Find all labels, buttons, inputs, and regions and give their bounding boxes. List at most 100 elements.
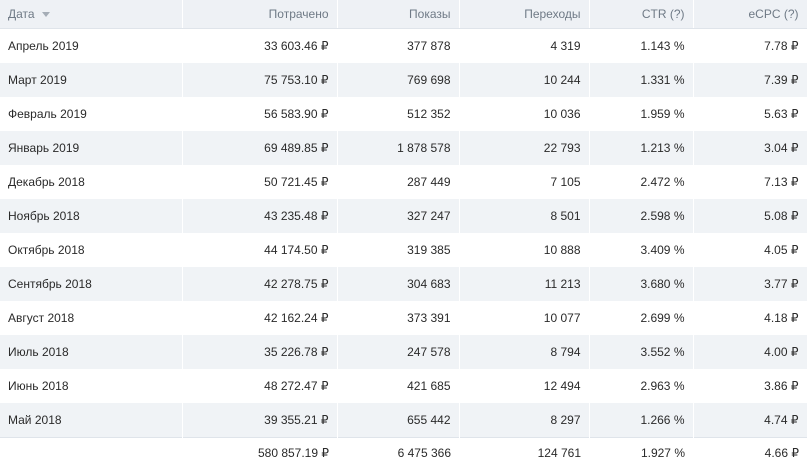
table-row: Октябрь 2018 44 174.50 ₽319 385 10 888 3.40… [0,233,807,267]
cell-shows: 421 685 [337,369,460,403]
cell-spent: 43 235.48 ₽ [182,199,338,233]
column-header-date-label: Дата [8,7,35,21]
cell-ctr: 1.213 % [589,131,694,165]
cell-date: Май 2018 [0,403,183,438]
cell-spent: 44 174.50 ₽ [182,233,338,267]
totals-ctr: 1.927 % [589,437,693,467]
cell-date: Январь 2019 [0,131,183,165]
cell-ctr: 1.331 % [589,63,694,97]
cell-clicks: 11 213 [459,267,590,301]
cell-clicks: 4 319 [459,28,590,63]
cell-ctr: 1.266 % [589,403,694,438]
cell-ecpc: 7.39 ₽ [693,63,807,97]
table-body: Апрель 2019 33 603.46 ₽377 878 4 319 1.143 … [0,28,807,438]
cell-shows: 373 391 [337,301,460,335]
cell-ctr: 2.963 % [589,369,694,403]
cell-spent: 48 272.47 ₽ [182,369,338,403]
cell-shows: 512 352 [337,97,460,131]
cell-spent: 75 753.10 ₽ [182,63,338,97]
cell-ecpc: 4.00 ₽ [693,335,807,369]
cell-ecpc: 3.04 ₽ [693,131,807,165]
cell-date: Декабрь 2018 [0,165,183,199]
table-row: Ноябрь 2018 43 235.48 ₽327 247 8 501 2.598 … [0,199,807,233]
cell-clicks: 10 888 [459,233,590,267]
cell-ecpc: 4.05 ₽ [693,233,807,267]
cell-spent: 42 278.75 ₽ [182,267,338,301]
cell-shows: 327 247 [337,199,460,233]
table-footer: 580 857.19 ₽ 6 475 366 124 761 1.927 % 4… [0,437,807,467]
cell-ctr: 2.699 % [589,301,694,335]
cell-ecpc: 7.13 ₽ [693,165,807,199]
cell-date: Июль 2018 [0,335,183,369]
cell-shows: 319 385 [337,233,460,267]
cell-date: Октябрь 2018 [0,233,183,267]
table-row: Январь 2019 69 489.85 ₽1 878 578 22 793 1.2… [0,131,807,165]
cell-clicks: 8 794 [459,335,590,369]
cell-shows: 304 683 [337,267,460,301]
cell-date: Февраль 2019 [0,97,183,131]
table-row: Март 2019 75 753.10 ₽769 698 10 244 1.331 %… [0,63,807,97]
cell-clicks: 10 036 [459,97,590,131]
cell-ctr: 2.598 % [589,199,694,233]
cell-ecpc: 7.78 ₽ [693,28,807,63]
cell-shows: 655 442 [337,403,460,438]
cell-spent: 42 162.24 ₽ [182,301,338,335]
cell-ecpc: 5.08 ₽ [693,199,807,233]
cell-spent: 39 355.21 ₽ [182,403,338,438]
cell-date: Март 2019 [0,63,183,97]
column-header-ctr[interactable]: CTR (?) [589,0,694,29]
cell-date: Ноябрь 2018 [0,199,183,233]
cell-date: Август 2018 [0,301,183,335]
column-header-date[interactable]: Дата [0,0,183,29]
cell-ecpc: 4.18 ₽ [693,301,807,335]
cell-shows: 247 578 [337,335,460,369]
cell-shows: 1 878 578 [337,131,460,165]
cell-clicks: 10 244 [459,63,590,97]
cell-date: Сентябрь 2018 [0,267,183,301]
cell-ctr: 2.472 % [589,165,694,199]
table-row: Май 2018 39 355.21 ₽655 442 8 297 1.266 % 4.… [0,403,807,438]
totals-ecpc: 4.66 ₽ [693,437,807,467]
cell-date: Апрель 2019 [0,28,183,63]
table-row: Июль 2018 35 226.78 ₽247 578 8 794 3.552 % 4… [0,335,807,369]
column-header-clicks[interactable]: Переходы [459,0,590,29]
cell-date: Июнь 2018 [0,369,183,403]
cell-ctr: 1.143 % [589,28,694,63]
totals-spent: 580 857.19 ₽ [182,437,337,467]
cell-clicks: 8 297 [459,403,590,438]
cell-spent: 33 603.46 ₽ [182,28,338,63]
cell-ecpc: 3.77 ₽ [693,267,807,301]
table-row: Июнь 2018 48 272.47 ₽421 685 12 494 2.963 %… [0,369,807,403]
table-row: Сентябрь 2018 42 278.75 ₽304 683 11 213 3.6… [0,267,807,301]
cell-shows: 377 878 [337,28,460,63]
sort-down-icon[interactable] [41,12,50,18]
cell-ctr: 3.552 % [589,335,694,369]
column-header-ecpc[interactable]: eCPC (?) [693,0,807,29]
table-header: Дата Потрачено Показы Переходы CTR (?) e… [0,0,807,29]
cell-ecpc: 4.74 ₽ [693,403,807,438]
totals-clicks: 124 761 [459,437,589,467]
cell-clicks: 10 077 [459,301,590,335]
cell-spent: 56 583.90 ₽ [182,97,338,131]
column-header-spent[interactable]: Потрачено [182,0,338,29]
cell-shows: 769 698 [337,63,460,97]
table-row: Апрель 2019 33 603.46 ₽377 878 4 319 1.143 … [0,28,807,63]
cell-ecpc: 3.86 ₽ [693,369,807,403]
cell-ctr: 3.409 % [589,233,694,267]
cell-clicks: 22 793 [459,131,590,165]
column-header-shows[interactable]: Показы [337,0,460,29]
cell-spent: 35 226.78 ₽ [182,335,338,369]
cell-ctr: 3.680 % [589,267,694,301]
table-row: Декабрь 2018 50 721.45 ₽287 449 7 105 2.472… [0,165,807,199]
cell-clicks: 12 494 [459,369,590,403]
table-row: Февраль 2019 56 583.90 ₽512 352 10 036 1.95… [0,97,807,131]
table-row: Август 2018 42 162.24 ₽373 391 10 077 2.699… [0,301,807,335]
cell-clicks: 8 501 [459,199,590,233]
cell-spent: 69 489.85 ₽ [182,131,338,165]
totals-row: 580 857.19 ₽ 6 475 366 124 761 1.927 % 4… [0,437,807,467]
totals-date [0,437,182,467]
cell-ecpc: 5.63 ₽ [693,97,807,131]
header-row: Дата Потрачено Показы Переходы CTR (?) e… [0,0,807,29]
cell-shows: 287 449 [337,165,460,199]
